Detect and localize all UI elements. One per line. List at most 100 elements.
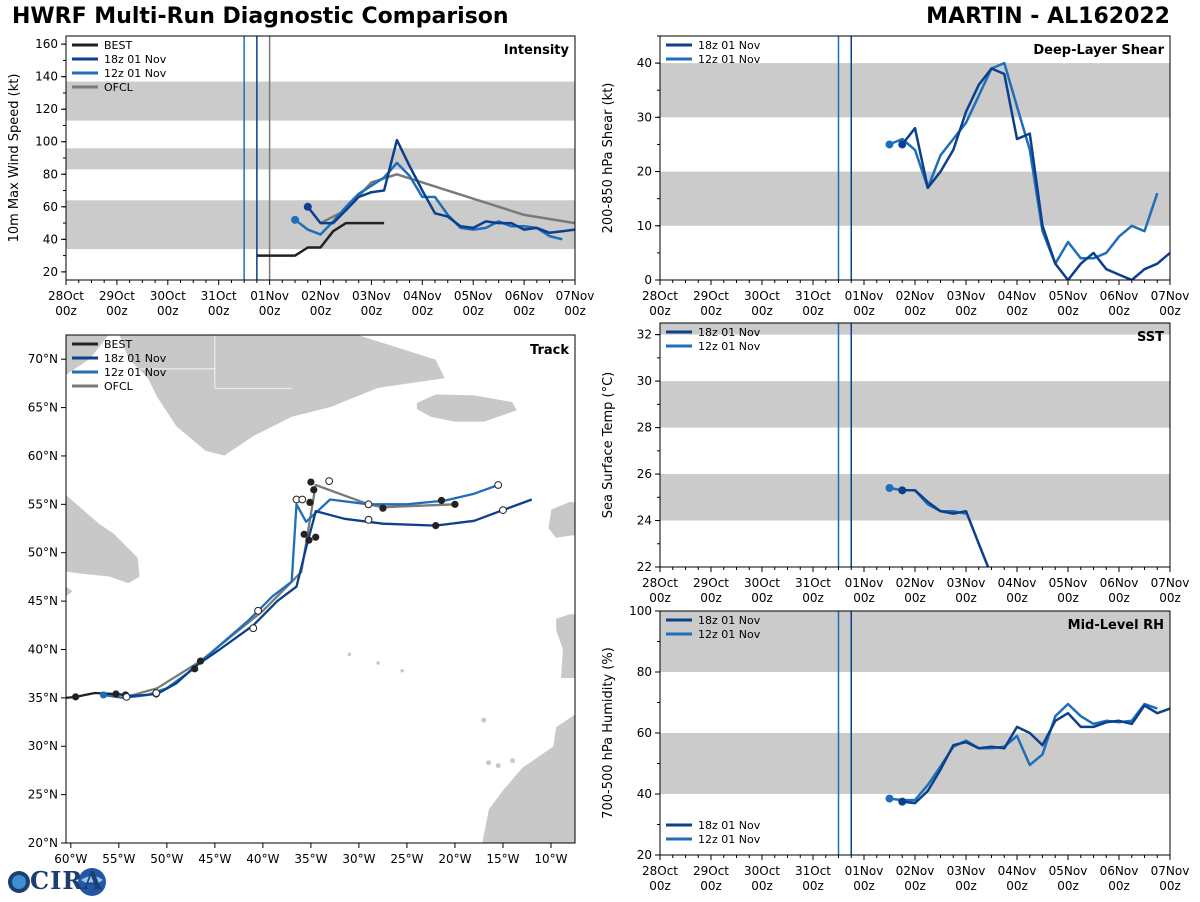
x-tick-label: 01Nov: [845, 576, 884, 590]
x-tick-label: 00z: [853, 591, 875, 605]
y-axis-label: Sea Surface Temp (°C): [601, 372, 616, 519]
x-tick-label: 00z: [412, 304, 434, 318]
island-land: [347, 652, 352, 657]
track-position-dot: [72, 693, 80, 701]
x-tick-label: 00z: [751, 879, 773, 893]
x-tick-label: 04Nov: [998, 576, 1037, 590]
x-tick-label: 03Nov: [352, 289, 391, 303]
y-tick-label: 100: [35, 135, 58, 149]
x-tick-label: 30°W: [342, 852, 375, 866]
storm-name-title: MARTIN - AL162022: [926, 4, 1170, 29]
y-tick-label: 20°N: [28, 836, 58, 850]
plot-area: [660, 323, 1170, 567]
legend-label: 18z 01 Nov: [104, 53, 167, 66]
y-tick-label: 65°N: [28, 401, 58, 415]
x-tick-label: 00z: [904, 591, 926, 605]
track-position-dot: [379, 504, 387, 512]
legend-label: 12z 01 Nov: [698, 53, 761, 66]
island-land: [400, 668, 404, 673]
threshold-band: [66, 81, 575, 121]
x-tick-label: 00z: [853, 304, 875, 318]
x-tick-label: 00z: [513, 304, 535, 318]
x-tick-label: 01Nov: [845, 864, 884, 878]
admin-boundary: [214, 335, 292, 389]
x-tick-label: 03Nov: [947, 864, 986, 878]
plot-area: [660, 36, 1170, 280]
series-start-marker: [291, 215, 300, 224]
island-land: [486, 760, 492, 766]
x-tick-label: 28Oct: [48, 289, 84, 303]
y-tick-label: 32: [637, 328, 652, 342]
x-tick-label: 01Nov: [250, 289, 289, 303]
y-tick-label: 40: [637, 787, 652, 801]
x-tick-label: 45°W: [198, 852, 231, 866]
x-tick-label: 00z: [955, 879, 977, 893]
y-tick-label: 22: [637, 560, 652, 574]
y-tick-label: 26: [637, 467, 652, 481]
track-forecast-dot: [152, 689, 161, 697]
island-land: [481, 717, 487, 723]
iberia-land: [555, 613, 575, 679]
x-tick-label: 07Nov: [556, 289, 595, 303]
x-tick-label: 04Nov: [998, 864, 1037, 878]
series-line: [901, 67, 1170, 280]
legend-label: OFCL: [104, 81, 134, 94]
y-tick-label: 60°N: [28, 449, 58, 463]
series-line: [256, 221, 385, 257]
threshold-band: [660, 381, 1170, 428]
track-line: [103, 483, 499, 700]
x-tick-label: 00z: [1108, 591, 1130, 605]
y-tick-label: 80: [637, 665, 652, 679]
x-tick-label: 00z: [55, 304, 77, 318]
x-tick-label: 02Nov: [896, 576, 935, 590]
legend-label: 18z 01 Nov: [698, 819, 761, 832]
track-position-dot: [310, 486, 318, 494]
x-tick-label: 00z: [853, 879, 875, 893]
track-position-dot: [312, 533, 320, 541]
x-tick-label: 02Nov: [896, 289, 935, 303]
plot-area: [660, 611, 1170, 855]
x-tick-label: 10°W: [534, 852, 567, 866]
y-tick-label: 45°N: [28, 594, 58, 608]
series-start-marker: [898, 140, 907, 149]
x-tick-label: 00z: [751, 304, 773, 318]
threshold-band: [660, 611, 1170, 672]
x-tick-label: 00z: [1057, 304, 1079, 318]
x-tick-label: 20°W: [438, 852, 471, 866]
x-tick-label: 30Oct: [150, 289, 186, 303]
x-tick-label: 00z: [802, 591, 824, 605]
x-tick-label: 03Nov: [947, 289, 986, 303]
x-tick-label: 00z: [1006, 879, 1028, 893]
series-start-marker: [898, 486, 907, 495]
y-axis-label: 700-500 hPa Humidity (%): [601, 647, 616, 819]
y-tick-label: 80: [43, 167, 58, 181]
x-tick-label: 06Nov: [1100, 289, 1139, 303]
x-tick-label: 00z: [564, 304, 586, 318]
x-tick-label: 00z: [1159, 591, 1181, 605]
x-tick-label: 29Oct: [99, 289, 135, 303]
track-position-dot: [305, 536, 313, 544]
x-tick-label: 07Nov: [1151, 864, 1190, 878]
x-tick-label: 05Nov: [1049, 289, 1088, 303]
x-tick-label: 00z: [802, 879, 824, 893]
panel-shear: 01020304028Oct00z29Oct00z30Oct00z31Oct00…: [601, 35, 1189, 318]
x-tick-label: 05Nov: [1049, 864, 1088, 878]
x-tick-label: 02Nov: [896, 864, 935, 878]
iceland-land: [416, 393, 518, 423]
x-tick-label: 00z: [462, 304, 484, 318]
axes-frame: [659, 322, 1171, 568]
track-position-dot: [196, 657, 205, 665]
legend-label: 18z 01 Nov: [698, 326, 761, 339]
x-tick-label: 29Oct: [693, 864, 729, 878]
newfoundland-land: [66, 494, 141, 585]
legend-label: 18z 01 Nov: [698, 39, 761, 52]
x-tick-label: 15°W: [486, 852, 519, 866]
threshold-band: [660, 323, 1170, 335]
track-position-dot: [99, 691, 108, 699]
x-tick-label: 00z: [649, 879, 671, 893]
x-tick-label: 00z: [700, 591, 722, 605]
track-forecast-dot: [325, 477, 334, 486]
x-tick-label: 03Nov: [947, 576, 986, 590]
series-start-marker: [885, 483, 894, 492]
